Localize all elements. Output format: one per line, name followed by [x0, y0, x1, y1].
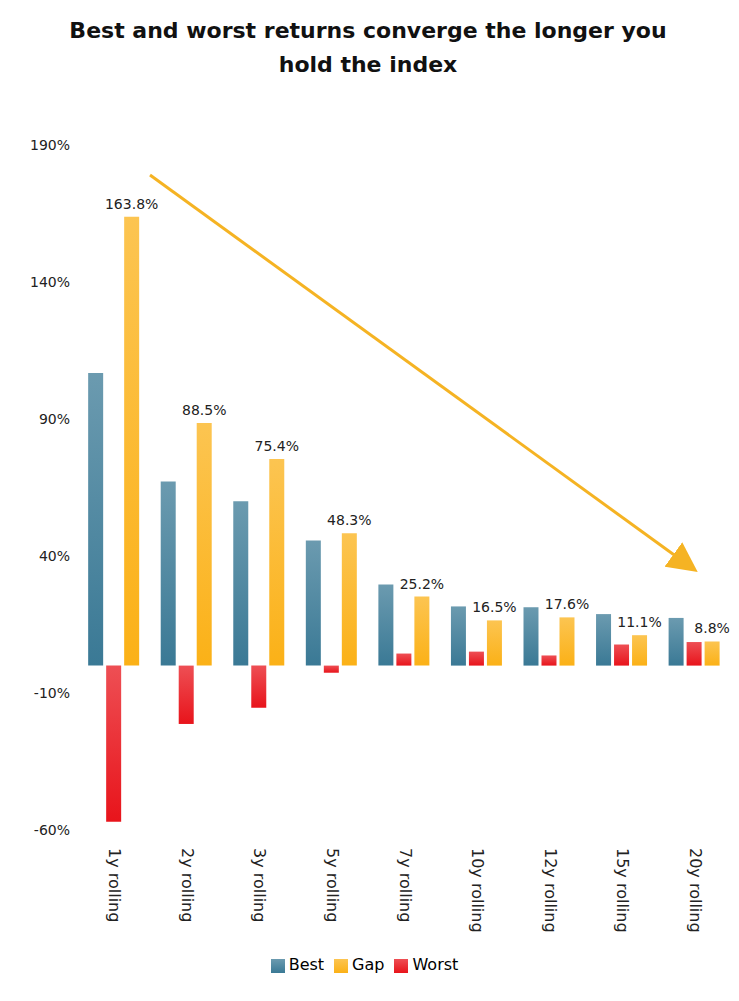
- svg-text:15y rolling: 15y rolling: [613, 848, 632, 933]
- svg-text:25.2%: 25.2%: [400, 576, 444, 592]
- svg-text:40%: 40%: [39, 548, 70, 564]
- svg-text:10y rolling: 10y rolling: [468, 848, 487, 933]
- svg-text:2y rolling: 2y rolling: [178, 848, 197, 922]
- html-text:Worst: Worst: [412, 955, 459, 974]
- svg-text:-10%: -10%: [34, 685, 70, 701]
- svg-text:75.4%: 75.4%: [255, 438, 299, 454]
- html-text:Best and worst returns converg: Best and worst returns converge the long…: [69, 18, 667, 77]
- svg-text:12y rolling: 12y rolling: [541, 848, 560, 933]
- svg-text:-60%: -60%: [34, 822, 70, 838]
- svg-text:5y rolling: 5y rolling: [323, 848, 342, 922]
- svg-text:3y rolling: 3y rolling: [250, 848, 269, 922]
- svg-text:20y rolling: 20y rolling: [686, 848, 705, 933]
- svg-text:48.3%: 48.3%: [327, 512, 371, 528]
- svg-text:8.8%: 8.8%: [694, 620, 730, 636]
- svg-text:90%: 90%: [39, 411, 70, 427]
- svg-text:7y rolling: 7y rolling: [396, 848, 415, 922]
- svg-text:163.8%: 163.8%: [105, 196, 158, 212]
- html-text:Gap: Gap: [352, 955, 385, 974]
- svg-text:140%: 140%: [30, 274, 70, 290]
- svg-text:16.5%: 16.5%: [472, 599, 516, 615]
- svg-text:11.1%: 11.1%: [617, 614, 661, 630]
- svg-text:17.6%: 17.6%: [545, 596, 589, 612]
- svg-text:88.5%: 88.5%: [182, 402, 226, 418]
- svg-text:1y rolling: 1y rolling: [105, 848, 124, 922]
- html-text:Best: Best: [288, 955, 325, 974]
- svg-text:190%: 190%: [30, 137, 70, 153]
